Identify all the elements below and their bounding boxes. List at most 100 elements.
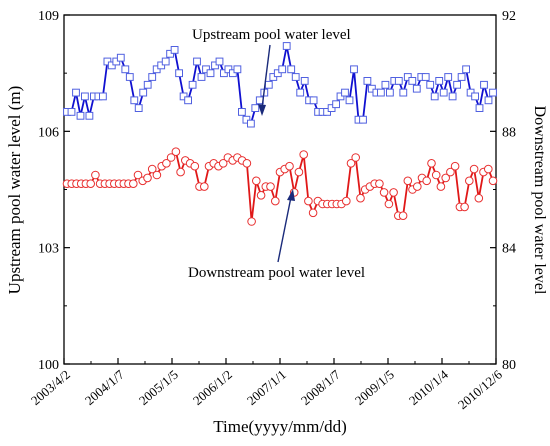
- data-point-square: [103, 57, 112, 66]
- data-point-square: [170, 46, 179, 54]
- x-tick-label: 2007/1/1: [244, 367, 289, 408]
- data-point-circle: [488, 176, 498, 186]
- data-point-square: [161, 57, 170, 66]
- data-point-square: [412, 84, 421, 93]
- data-point-circle: [171, 147, 181, 156]
- data-point-square: [107, 61, 116, 70]
- data-point-square: [300, 77, 309, 85]
- data-point-square: [229, 69, 237, 78]
- data-point-circle: [147, 164, 157, 174]
- data-point-circle: [256, 191, 266, 200]
- data-point-square: [457, 73, 466, 81]
- data-point-square: [264, 80, 273, 89]
- data-point-square: [224, 65, 233, 74]
- data-point-square: [462, 65, 471, 74]
- data-point-circle: [484, 164, 493, 174]
- data-point-square: [125, 73, 134, 81]
- x-tick-label: 2008/1/7: [298, 366, 343, 408]
- data-point-circle: [431, 170, 441, 180]
- data-point-circle: [299, 150, 309, 159]
- data-point-circle: [446, 167, 455, 177]
- data-point-square: [381, 80, 390, 89]
- data-point-circle: [441, 173, 451, 183]
- data-point-square: [399, 88, 408, 97]
- data-point-circle: [379, 188, 389, 197]
- y-left-tick-label: 103: [38, 242, 59, 257]
- data-point-square: [282, 42, 291, 50]
- data-point-square: [99, 92, 107, 101]
- data-point-circle: [465, 176, 474, 186]
- data-point-circle: [242, 159, 252, 168]
- data-point-circle: [427, 159, 436, 168]
- data-point-square: [403, 73, 412, 81]
- data-point-square: [287, 65, 296, 74]
- axis-ticks: [63, 14, 497, 365]
- arrow-upstream-line: [261, 44, 271, 109]
- data-point-square: [130, 96, 139, 105]
- series-0: [63, 42, 497, 128]
- data-point-square: [350, 65, 358, 74]
- data-point-circle: [91, 170, 100, 180]
- data-point-square: [278, 65, 287, 74]
- x-tick-label: 2004/1/7: [82, 366, 127, 408]
- data-point-square: [435, 77, 444, 85]
- y-axis-left-label: Upstream pool water level (m): [5, 86, 24, 295]
- data-point-square: [309, 96, 318, 105]
- annotation-arrows: [258, 44, 295, 263]
- data-point-circle: [403, 176, 413, 186]
- data-point-square: [394, 77, 403, 85]
- data-point-square: [453, 80, 462, 89]
- data-point-square: [121, 65, 130, 74]
- data-point-square: [220, 69, 228, 78]
- data-point-square: [233, 65, 242, 74]
- data-point-square: [341, 88, 349, 97]
- data-point-circle: [422, 176, 432, 186]
- data-point-square: [238, 108, 246, 116]
- data-point-circle: [356, 193, 365, 203]
- data-point-square: [152, 65, 161, 74]
- data-point-square: [489, 88, 497, 97]
- y-right-tick-label: 84: [502, 242, 516, 257]
- data-point-circle: [398, 211, 408, 220]
- data-point-square: [67, 108, 76, 116]
- x-tick-label: 2009/1/5: [352, 367, 397, 408]
- data-point-circle: [176, 167, 185, 177]
- data-point-square: [76, 111, 85, 120]
- data-point-circle: [460, 202, 469, 212]
- data-point-square: [475, 104, 484, 112]
- data-point-circle: [285, 161, 294, 171]
- data-point-circle: [346, 159, 356, 168]
- data-point-square: [116, 53, 125, 62]
- y-right-tick-label: 92: [502, 9, 516, 24]
- x-tick-label: 2006/1/2: [190, 367, 235, 408]
- data-point-square: [359, 115, 367, 124]
- data-point-square: [157, 61, 166, 70]
- arrow-downstream-line: [277, 196, 292, 263]
- data-point-square: [211, 61, 219, 70]
- data-point-circle: [375, 179, 384, 188]
- data-point-square: [134, 104, 143, 112]
- y-right-tick-label: 88: [502, 125, 516, 140]
- data-point-circle: [143, 173, 152, 183]
- y-right-tick-label: 80: [502, 358, 516, 373]
- data-point-square: [247, 119, 255, 128]
- data-point-square: [206, 69, 215, 78]
- data-point-square: [386, 88, 394, 97]
- data-point-square: [139, 88, 148, 97]
- data-point-square: [215, 57, 224, 66]
- arrow-downstream-head: [287, 189, 295, 201]
- data-point-square: [430, 92, 439, 101]
- data-point-circle: [251, 176, 261, 186]
- data-point-square: [251, 104, 260, 112]
- data-point-square: [85, 111, 94, 120]
- data-point-square: [480, 80, 488, 89]
- data-point-square: [188, 80, 197, 89]
- data-point-circle: [166, 153, 176, 162]
- data-point-square: [193, 57, 201, 66]
- y-left-tick-label: 106: [38, 125, 59, 140]
- data-point-circle: [271, 196, 280, 206]
- data-point-square: [448, 92, 457, 101]
- data-point-square: [408, 77, 417, 85]
- y-left-tick-label: 100: [38, 358, 59, 373]
- x-tick-label: 2005/1/5: [136, 367, 181, 408]
